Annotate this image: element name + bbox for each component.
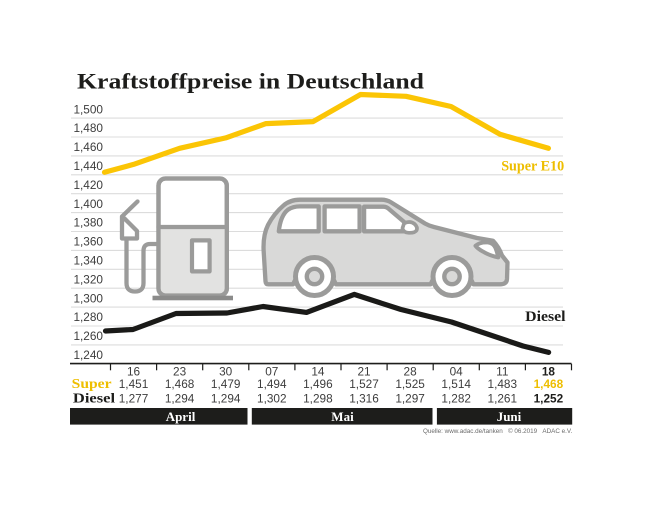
- svg-text:1,483: 1,483: [488, 377, 518, 391]
- svg-text:1,252: 1,252: [534, 391, 564, 405]
- svg-text:Juni: Juni: [497, 409, 522, 424]
- svg-text:1,494: 1,494: [257, 377, 287, 391]
- svg-text:18: 18: [542, 364, 556, 378]
- svg-text:April: April: [166, 409, 196, 424]
- svg-text:30: 30: [219, 364, 233, 378]
- svg-text:1,468: 1,468: [165, 377, 195, 391]
- svg-text:1,460: 1,460: [73, 140, 103, 154]
- svg-text:Super: Super: [72, 376, 112, 391]
- svg-text:1,261: 1,261: [488, 391, 518, 405]
- svg-text:Quelle: www.adac.de/tanken ©: Quelle: www.adac.de/tanken © 06.2019 ADA…: [423, 427, 573, 435]
- svg-text:1,294: 1,294: [165, 391, 195, 405]
- svg-text:1,380: 1,380: [73, 216, 103, 230]
- svg-text:1,500: 1,500: [73, 102, 103, 116]
- svg-text:14: 14: [311, 364, 325, 378]
- svg-text:1,360: 1,360: [73, 235, 103, 249]
- svg-text:1,525: 1,525: [395, 377, 425, 391]
- svg-text:1,260: 1,260: [73, 329, 103, 343]
- svg-text:1,514: 1,514: [441, 377, 471, 391]
- svg-text:1,277: 1,277: [119, 391, 149, 405]
- svg-text:04: 04: [450, 364, 464, 378]
- svg-text:21: 21: [357, 364, 370, 378]
- svg-text:07: 07: [265, 364, 278, 378]
- svg-text:1,316: 1,316: [349, 391, 379, 405]
- svg-text:1,320: 1,320: [73, 272, 103, 286]
- svg-text:1,440: 1,440: [73, 159, 103, 173]
- svg-text:28: 28: [404, 364, 418, 378]
- svg-text:1,298: 1,298: [303, 391, 333, 405]
- svg-text:Mai: Mai: [331, 409, 354, 424]
- svg-text:1,294: 1,294: [211, 391, 241, 405]
- svg-text:1,280: 1,280: [73, 310, 103, 324]
- svg-text:16: 16: [127, 364, 141, 378]
- svg-text:11: 11: [496, 364, 508, 378]
- svg-text:1,400: 1,400: [73, 197, 103, 211]
- svg-text:Kraftstoffpreise in Deutschlan: Kraftstoffpreise in Deutschland: [77, 68, 424, 93]
- svg-text:1,300: 1,300: [73, 291, 103, 305]
- svg-text:1,479: 1,479: [211, 377, 241, 391]
- svg-text:1,496: 1,496: [303, 377, 333, 391]
- svg-text:Diesel: Diesel: [525, 308, 565, 325]
- svg-text:Super E10: Super E10: [501, 157, 564, 174]
- svg-text:1,297: 1,297: [395, 391, 425, 405]
- svg-text:1,282: 1,282: [441, 391, 471, 405]
- svg-text:23: 23: [173, 364, 187, 378]
- svg-text:1,340: 1,340: [73, 254, 103, 268]
- svg-text:1,480: 1,480: [73, 121, 103, 135]
- svg-text:1,302: 1,302: [257, 391, 287, 405]
- svg-text:1,468: 1,468: [534, 377, 564, 391]
- svg-text:1,240: 1,240: [73, 348, 103, 362]
- svg-text:1,527: 1,527: [349, 377, 379, 391]
- svg-text:1,451: 1,451: [119, 377, 149, 391]
- svg-text:Diesel: Diesel: [73, 391, 115, 406]
- svg-text:1,420: 1,420: [73, 178, 103, 192]
